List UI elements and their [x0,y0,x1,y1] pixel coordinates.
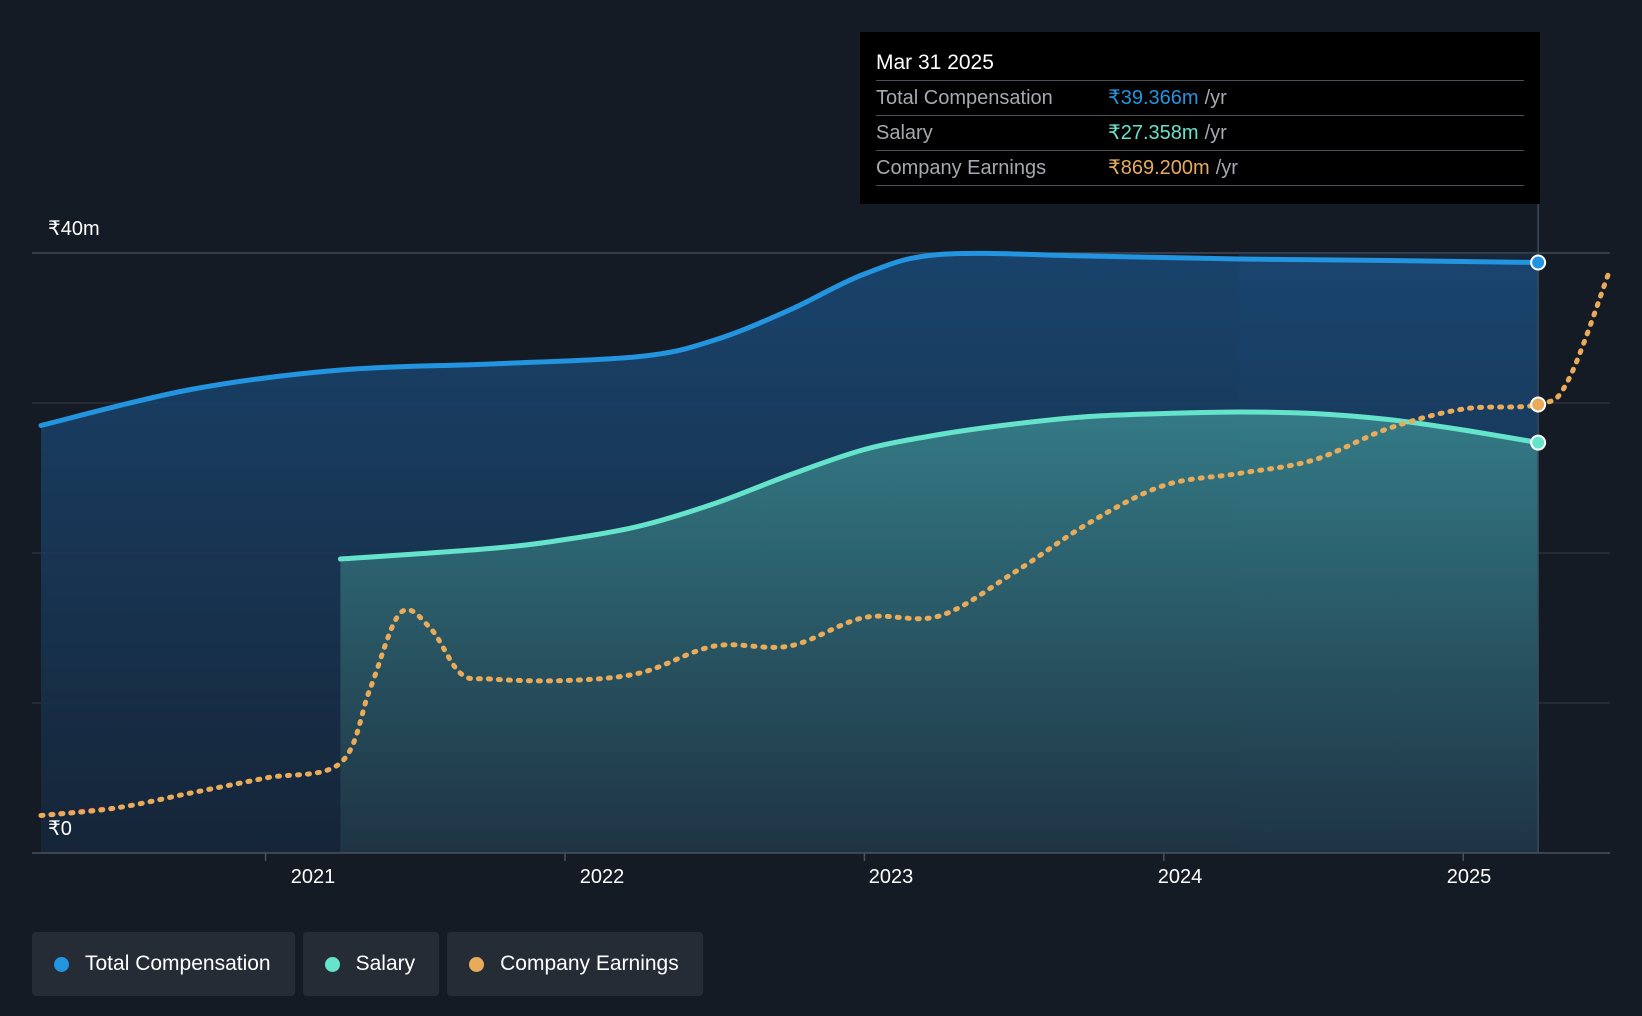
x-tick-label-2024: 2024 [1157,866,1203,888]
tooltip-value-total: ₹39.366m/yr [1108,87,1227,109]
legend-label: Salary [355,952,416,975]
x-tick-label-2022: 2022 [579,866,625,888]
tooltip-row-total-compensation: Total Compensation ₹39.366m/yr [876,81,1524,116]
tooltip-value-earnings: ₹869.200m/yr [1108,157,1238,179]
legend-dot-icon [469,956,485,972]
tooltip-value-salary: ₹27.358m/yr [1108,122,1227,144]
tooltip-label: Company Earnings [876,157,1047,179]
salary-line [337,409,1541,562]
legend-item-total-compensation[interactable]: Total Compensation [32,932,295,996]
salary-marker [1530,434,1547,451]
legend-item-company-earnings[interactable]: Company Earnings [447,932,703,996]
tooltip-label: Total Compensation [876,87,1053,109]
x-tick-label-2025: 2025 [1446,866,1492,888]
legend-label: Total Compensation [85,952,271,975]
total-compensation-marker [1530,254,1547,271]
total-compensation-line [38,250,1541,428]
legend-label: Company Earnings [500,952,679,975]
y-tick-label-max: ₹40m [48,218,100,240]
tooltip-row-company-earnings: Company Earnings ₹869.200m/yr [876,151,1524,186]
company-earnings-marker [1530,396,1547,413]
legend-item-salary[interactable]: Salary [302,932,440,996]
legend-dot-icon [54,956,69,972]
tooltip-date: Mar 31 2025 [876,46,1524,81]
x-tick-label-2023: 2023 [868,866,914,888]
legend-dot-icon [324,956,340,972]
company-earnings-line [38,267,1613,818]
x-axis [32,852,1610,861]
y-tick-label-zero: ₹0 [48,818,72,840]
hover-tooltip: Mar 31 2025 Total Compensation ₹39.366m /… [860,32,1540,204]
x-tick-label-2021: 2021 [290,866,336,888]
salary-area [340,412,1539,853]
tooltip-label: Salary [876,122,933,144]
tooltip-row-salary: Salary ₹27.358m/yr [876,116,1524,151]
hover-markers [1530,254,1547,451]
chart-legend: Total Compensation Salary Company Earnin… [32,932,703,996]
